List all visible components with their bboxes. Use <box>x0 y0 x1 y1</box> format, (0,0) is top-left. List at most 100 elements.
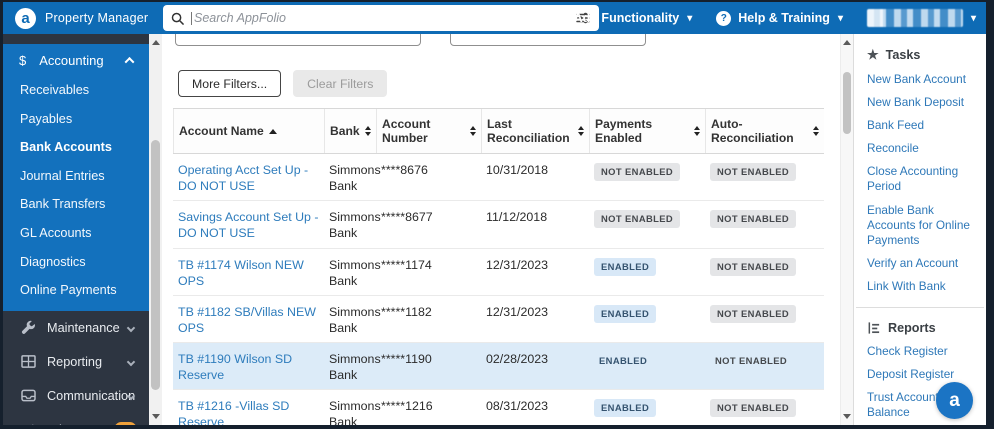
content-scrollbar[interactable] <box>149 34 162 425</box>
column-header[interactable]: Last Reconciliation <box>481 109 589 153</box>
maintenance-label: Maintenance <box>47 320 120 335</box>
reports-title: Reports <box>888 321 936 336</box>
search-input[interactable]: Search AppFolio <box>163 5 599 31</box>
task-link[interactable]: New Bank Account <box>867 72 967 86</box>
sidebar-subitem[interactable]: Bank Transfers <box>20 197 106 212</box>
sidebar-item-reporting[interactable]: Reporting <box>3 345 149 379</box>
sidebar-item-communication[interactable]: Communication <box>3 379 149 413</box>
search-icon <box>171 12 184 25</box>
help-training-menu[interactable]: ? Help & Training ▾ <box>716 10 843 26</box>
sidebar-subitem[interactable]: Journal Entries <box>20 168 105 183</box>
appfolio-assistant-button[interactable]: a <box>936 382 973 419</box>
table-icon <box>20 355 37 369</box>
text-cursor <box>191 11 192 25</box>
more-filters-button[interactable]: More Filters... <box>178 70 282 97</box>
account-link[interactable]: TB #1216 -Villas SD Reserve <box>178 399 290 425</box>
section-divider <box>856 307 984 309</box>
payments-enabled-cell: NOT ENABLED <box>589 201 705 247</box>
user-menu[interactable]: ▾ <box>866 9 976 27</box>
bank-cell: Simmons Bank <box>329 399 381 425</box>
payments-enabled-badge: ENABLED <box>594 304 657 323</box>
bank-cell: Simmons Bank <box>329 304 381 335</box>
caret-down-icon: ▾ <box>687 12 693 24</box>
communication-label: Communication <box>47 388 136 403</box>
task-link[interactable]: Bank Feed <box>867 118 925 133</box>
brand[interactable]: a Property Manager <box>15 7 148 29</box>
sidebar-item-whats-new[interactable]: What's New 21 <box>3 413 149 425</box>
table-scrollbar[interactable] <box>840 34 853 425</box>
report-link[interactable]: Check Register <box>867 344 948 359</box>
report-link[interactable]: Trust Account Balance <box>867 390 939 420</box>
last-reconciliation-cell: 12/31/2023 <box>486 257 549 272</box>
payments-enabled-badge: ENABLED <box>594 399 657 418</box>
scroll-down-arrow[interactable] <box>151 414 160 419</box>
task-link[interactable]: Enable Bank Accounts for Online Payments <box>867 202 970 247</box>
scroll-up-arrow[interactable] <box>843 40 851 45</box>
payments-enabled-cell: NOT ENABLED <box>589 154 705 200</box>
payments-enabled-badge: ENABLED <box>594 257 657 276</box>
column-header[interactable]: Account Number <box>376 109 481 153</box>
sidebar-subitem[interactable]: Bank Accounts <box>20 140 112 155</box>
report-link[interactable]: Deposit Register <box>867 367 955 382</box>
sidebar-item-maintenance[interactable]: Maintenance <box>3 311 149 345</box>
help-icon: ? <box>716 10 732 26</box>
account-number-cell: *****1190 <box>381 352 432 366</box>
scrollbar-thumb[interactable] <box>151 140 160 390</box>
task-link[interactable]: Reconcile <box>867 141 919 156</box>
column-header[interactable]: Bank <box>324 109 376 153</box>
tasks-links: New Bank Account New Bank Deposit Bank F… <box>854 68 986 298</box>
task-link[interactable]: Close Accounting Period <box>867 164 959 194</box>
filter-input-2[interactable] <box>450 34 646 46</box>
scroll-down-arrow[interactable] <box>843 414 851 419</box>
column-header[interactable]: Payments Enabled <box>589 109 705 153</box>
add-functionality-menu[interactable]: Add Functionality ▾ <box>550 11 693 26</box>
scrollbar-thumb[interactable] <box>843 72 851 134</box>
account-number-cell: *****8677 <box>381 210 433 225</box>
wrench-icon <box>20 320 37 335</box>
whats-new-badge: 21 <box>113 422 137 425</box>
account-link[interactable]: Savings Account Set Up - DO NOT USE <box>178 210 319 241</box>
column-header[interactable]: Account Name <box>173 109 324 153</box>
auto-reconciliation-cell: NOT ENABLED <box>705 343 824 389</box>
column-label: Payments Enabled <box>595 117 653 145</box>
task-link[interactable]: Verify an Account <box>867 255 959 270</box>
sidebar-item-accounting[interactable]: $ Accounting <box>3 44 149 76</box>
auto-reconciliation-badge: NOT ENABLED <box>710 210 797 229</box>
add-functionality-label: Add Functionality <box>573 11 680 25</box>
sidebar-subitem[interactable]: Diagnostics <box>20 254 86 269</box>
account-name-cell: TB #1182 SB/Villas NEW OPS <box>173 296 324 342</box>
account-name-cell: TB #1174 Wilson NEW OPS <box>173 249 324 295</box>
auto-reconciliation-cell: NOT ENABLED <box>705 154 824 200</box>
payments-enabled-badge: ENABLED <box>599 355 648 366</box>
star-icon: ★ <box>867 47 879 62</box>
task-link[interactable]: Link With Bank <box>867 278 946 293</box>
clear-filters-button[interactable]: Clear Filters <box>293 70 388 97</box>
account-number-cell: *****1182 <box>381 304 432 319</box>
account-name-cell: TB #1190 Wilson SD Reserve <box>173 343 324 389</box>
column-label: Last Reconciliation <box>487 117 570 145</box>
account-link[interactable]: TB #1190 Wilson SD Reserve <box>178 352 293 383</box>
sort-icon <box>694 126 700 136</box>
report-link[interactable]: Bank Account Association <box>854 424 986 429</box>
auto-reconciliation-badge: NOT ENABLED <box>710 163 797 182</box>
sidebar-subitem[interactable]: Online Payments <box>20 283 117 298</box>
bank-cell: Simmons Bank <box>329 163 381 194</box>
search-filters-icon[interactable] <box>575 11 591 25</box>
tasks-header: ★ Tasks <box>854 34 986 68</box>
sidebar-subitem[interactable]: GL Accounts <box>20 225 92 240</box>
scroll-up-arrow[interactable] <box>151 40 160 45</box>
tasks-title: Tasks <box>885 48 921 62</box>
account-link[interactable]: TB #1182 SB/Villas NEW OPS <box>178 304 316 335</box>
account-number-cell: *****1174 <box>381 257 432 272</box>
task-link[interactable]: New Bank Deposit <box>867 95 965 110</box>
column-label: Auto-Reconciliation <box>711 117 794 145</box>
filter-input-1[interactable] <box>175 34 421 46</box>
account-link[interactable]: TB #1174 Wilson NEW OPS <box>178 257 304 288</box>
account-link[interactable]: Operating Acct Set Up - DO NOT USE <box>178 163 309 194</box>
column-header[interactable]: Auto-Reconciliation <box>705 109 824 153</box>
last-reconciliation-cell: 12/31/2023 <box>486 304 549 319</box>
sidebar-subitem[interactable]: Receivables <box>20 83 90 97</box>
sidebar-subitem[interactable]: Payables <box>20 111 73 126</box>
table-row: Operating Acct Set Up - DO NOT USE Simmo… <box>173 154 824 202</box>
